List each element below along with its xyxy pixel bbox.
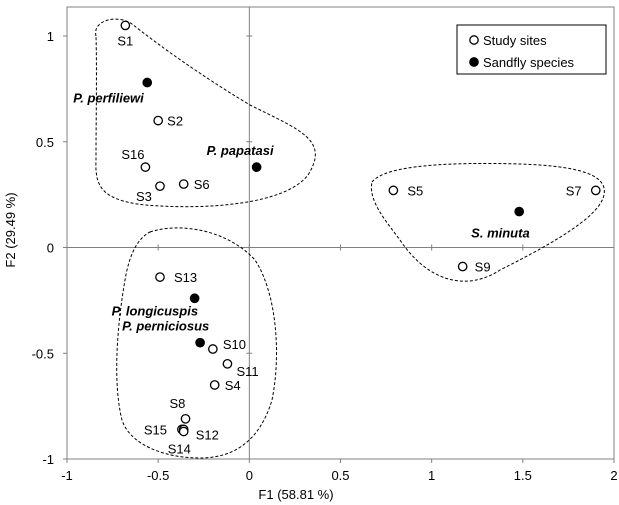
species-point-s-minuta bbox=[514, 206, 525, 217]
site-label-s6: S6 bbox=[194, 177, 210, 192]
site-point-s4 bbox=[209, 380, 220, 390]
site-label-s9: S9 bbox=[475, 260, 491, 275]
site-point-s1 bbox=[120, 20, 131, 31]
cluster-outline-top-left bbox=[95, 18, 316, 208]
site-point-s6 bbox=[178, 179, 189, 189]
y-tick-label: 0.5 bbox=[36, 135, 54, 150]
cluster-outline-right bbox=[370, 162, 605, 282]
species-point-p-longicuspis bbox=[189, 293, 200, 304]
x-tick-label: 2 bbox=[610, 468, 617, 483]
legend-marker-study-sites bbox=[469, 35, 479, 45]
x-tick-label: -1 bbox=[61, 468, 73, 483]
legend-label-study-sites: Study sites bbox=[483, 33, 547, 48]
site-label-s13: S13 bbox=[174, 270, 197, 285]
site-label-s1: S1 bbox=[117, 33, 133, 48]
site-label-s5: S5 bbox=[407, 183, 423, 198]
species-label-p-longicuspis: P. longicuspis bbox=[112, 303, 198, 318]
site-label-s2: S2 bbox=[167, 114, 183, 129]
site-point-s13 bbox=[155, 272, 165, 282]
site-point-s9 bbox=[457, 261, 468, 272]
legend-box bbox=[456, 24, 607, 75]
legend-label-sandfly-species: Sandfly species bbox=[483, 55, 575, 70]
site-point-s3 bbox=[155, 181, 165, 192]
y-tick-label: 0 bbox=[47, 241, 54, 256]
cluster-outline-bottom bbox=[116, 227, 278, 459]
site-label-s10: S10 bbox=[223, 337, 246, 352]
site-label-s16: S16 bbox=[121, 147, 144, 162]
site-label-s7: S7 bbox=[566, 183, 582, 198]
site-point-s5 bbox=[388, 185, 399, 196]
y-tick-label: 1 bbox=[47, 29, 54, 44]
x-ticks: -1 -0.5 0 0.5 1 1.5 2 bbox=[61, 244, 618, 483]
species-point-p-perfiliewi bbox=[142, 77, 153, 88]
species-point-p-papatasi bbox=[251, 162, 262, 172]
site-label-s14: S14 bbox=[168, 442, 191, 457]
plot-area bbox=[66, 6, 615, 460]
x-tick-label: 1.5 bbox=[514, 468, 532, 483]
legend-marker-sandfly-species bbox=[469, 57, 479, 67]
site-point-s11 bbox=[222, 358, 233, 369]
x-tick-label: 0.5 bbox=[331, 468, 349, 483]
species-point-p-perniciosus bbox=[195, 337, 205, 348]
site-label-s12: S12 bbox=[196, 427, 219, 442]
species-label-p-perniciosus: P. perniciosus bbox=[122, 319, 209, 334]
site-label-s11: S11 bbox=[236, 364, 258, 379]
site-point-s8 bbox=[180, 413, 191, 424]
species-label-s-minuta: S. minuta bbox=[471, 226, 530, 241]
site-label-s8: S8 bbox=[170, 396, 186, 411]
site-point-s10 bbox=[208, 344, 218, 354]
site-point-s7 bbox=[590, 185, 601, 196]
site-label-s3: S3 bbox=[136, 189, 152, 204]
y-tick-label: -1 bbox=[42, 452, 54, 467]
y-axis-title: F2 (29.49 %) bbox=[3, 192, 18, 267]
species-label-p-perfiliewi: P. perfiliewi bbox=[73, 91, 144, 106]
site-point-s16 bbox=[140, 162, 151, 172]
x-tick-label: -0.5 bbox=[147, 468, 169, 483]
x-axis-title: F1 (58.81 %) bbox=[258, 487, 333, 502]
data-points bbox=[120, 20, 601, 437]
species-label-p-papatasi: P. papatasi bbox=[207, 143, 274, 158]
site-label-s15: S15 bbox=[144, 422, 167, 437]
x-tick-label: 0 bbox=[246, 468, 253, 483]
legend: Study sites Sandfly species bbox=[456, 24, 607, 75]
cluster-outlines bbox=[95, 18, 605, 459]
site-point-s14 bbox=[178, 426, 189, 437]
y-tick-label: -0.5 bbox=[32, 346, 54, 361]
site-point-s2 bbox=[153, 115, 164, 126]
site-label-s4: S4 bbox=[225, 378, 241, 393]
y-ticks: -1 -0.5 0 0.5 1 bbox=[32, 29, 253, 467]
x-tick-label: 1 bbox=[428, 468, 435, 483]
